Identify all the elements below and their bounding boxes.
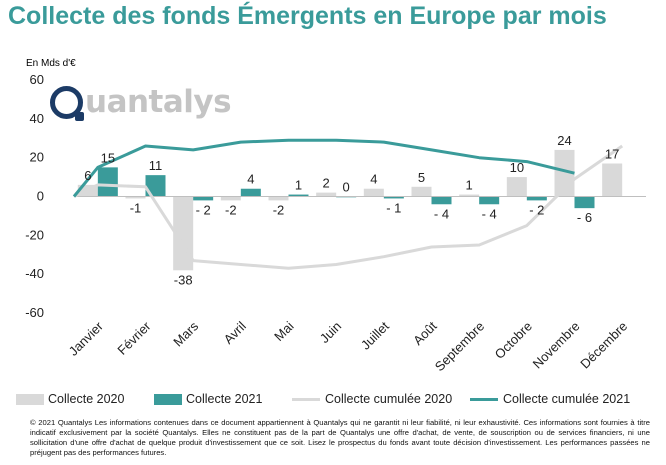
data-label-collecte-2020: -2 <box>273 202 285 217</box>
x-tick-label: Octobre <box>492 319 535 362</box>
y-tick-label: 20 <box>30 150 44 165</box>
data-label-collecte-2021: 15 <box>101 150 115 165</box>
legend-item-cumul-2021: Collecte cumulée 2021 <box>470 392 630 406</box>
line-collecte-cumulee-2021 <box>72 138 575 198</box>
data-label-collecte-2021: - 2 <box>196 202 211 217</box>
data-label-collecte-2021: - 6 <box>577 210 592 225</box>
data-label-collecte-2021: - 4 <box>434 206 449 221</box>
bar-collecte-2021 <box>383 196 404 199</box>
y-tick-label: -40 <box>25 266 44 281</box>
line-collecte-cumulee-2020 <box>73 144 624 270</box>
x-tick-label: Mai <box>271 318 296 343</box>
bar-collecte-2021 <box>240 188 261 197</box>
bar-collecte-2021 <box>193 196 214 201</box>
legend-item-collecte-2021: Collecte 2021 <box>154 392 262 406</box>
x-tick-label: Juillet <box>358 318 392 352</box>
bar-collecte-2021 <box>145 175 166 197</box>
data-label-collecte-2021: - 4 <box>482 206 497 221</box>
bar-collecte-2020 <box>268 196 289 201</box>
x-tick-label: Juin <box>317 319 344 346</box>
data-label-collecte-2020: 17 <box>605 146 619 161</box>
bar-collecte-2021 <box>526 196 547 201</box>
data-label-collecte-2020: -2 <box>225 202 237 217</box>
data-label-collecte-2021: 11 <box>149 158 163 173</box>
data-label-collecte-2020: 2 <box>323 176 330 191</box>
legend-label: Collecte cumulée 2020 <box>325 392 453 406</box>
bar-collecte-2020 <box>602 163 623 197</box>
bar-collecte-2021 <box>431 196 452 205</box>
chart-legend: Collecte 2020 Collecte 2021 Collecte cum… <box>16 392 666 408</box>
bar-collecte-2020 <box>316 192 337 197</box>
data-label-collecte-2020: 10 <box>510 160 524 175</box>
data-label-collecte-2020: 6 <box>84 168 91 183</box>
bar-collecte-2021 <box>479 196 500 205</box>
x-tick-label: Novembre <box>530 319 583 372</box>
y-tick-label: 0 <box>37 189 44 204</box>
x-tick-label: Mars <box>170 318 201 349</box>
x-tick-label: Janvier <box>66 318 107 359</box>
legend-swatch-collecte-2021 <box>154 393 182 405</box>
data-label-collecte-2021: - 2 <box>529 202 544 217</box>
x-tick-label: Décembre <box>577 319 630 372</box>
legend-item-collecte-2020: Collecte 2020 <box>16 392 124 406</box>
y-tick-label: -20 <box>25 227 44 242</box>
bar-collecte-2020 <box>125 196 146 199</box>
data-label-collecte-2020: 4 <box>370 172 377 187</box>
y-tick-label: -60 <box>25 305 44 320</box>
bar-collecte-2021 <box>574 196 595 209</box>
x-tick-label: Août <box>410 318 440 348</box>
data-label-collecte-2020: -38 <box>174 272 193 287</box>
bar-collecte-2020 <box>363 188 384 197</box>
legend-label: Collecte cumulée 2021 <box>503 392 631 406</box>
data-label-collecte-2020: 24 <box>557 133 571 148</box>
x-tick-label: Avril <box>221 318 249 346</box>
chart-title: Collecte des fonds Émergents en Europe p… <box>8 2 607 30</box>
legend-label: Collecte 2020 <box>48 392 125 406</box>
data-label-collecte-2021: 4 <box>247 172 254 187</box>
data-label-collecte-2021: 0 <box>343 180 350 195</box>
x-tick-label: Février <box>114 318 154 358</box>
legend-item-cumul-2020: Collecte cumulée 2020 <box>292 392 452 406</box>
legend-label: Collecte 2021 <box>186 392 263 406</box>
data-label-collecte-2020: -1 <box>130 200 142 215</box>
legend-swatch-cumul-2021 <box>470 397 498 401</box>
bar-collecte-2021 <box>288 194 309 197</box>
bar-collecte-2021 <box>97 167 118 197</box>
y-tick-label: 60 <box>30 72 44 87</box>
quantalys-logo: uantalys <box>50 83 232 121</box>
quantalys-q-icon <box>50 85 84 121</box>
legend-swatch-cumul-2020 <box>292 397 320 401</box>
disclaimer-text: © 2021 Quantalys Les informations conten… <box>30 418 650 457</box>
bar-collecte-2020 <box>220 196 241 201</box>
x-tick-label: Septembre <box>432 319 488 375</box>
y-tick-label: 40 <box>30 111 44 126</box>
data-label-collecte-2021: 1 <box>295 178 302 193</box>
bar-collecte-2020 <box>411 186 432 197</box>
data-label-collecte-2020: 1 <box>466 178 473 193</box>
data-label-collecte-2021: - 1 <box>386 200 401 215</box>
y-axis-unit-label: En Mds d'€ <box>26 58 76 69</box>
legend-swatch-collecte-2020 <box>16 393 44 405</box>
data-label-collecte-2020: 5 <box>418 170 425 185</box>
bar-collecte-2020 <box>506 177 527 197</box>
logo-text: uantalys <box>85 83 232 120</box>
bar-collecte-2020 <box>459 194 480 197</box>
